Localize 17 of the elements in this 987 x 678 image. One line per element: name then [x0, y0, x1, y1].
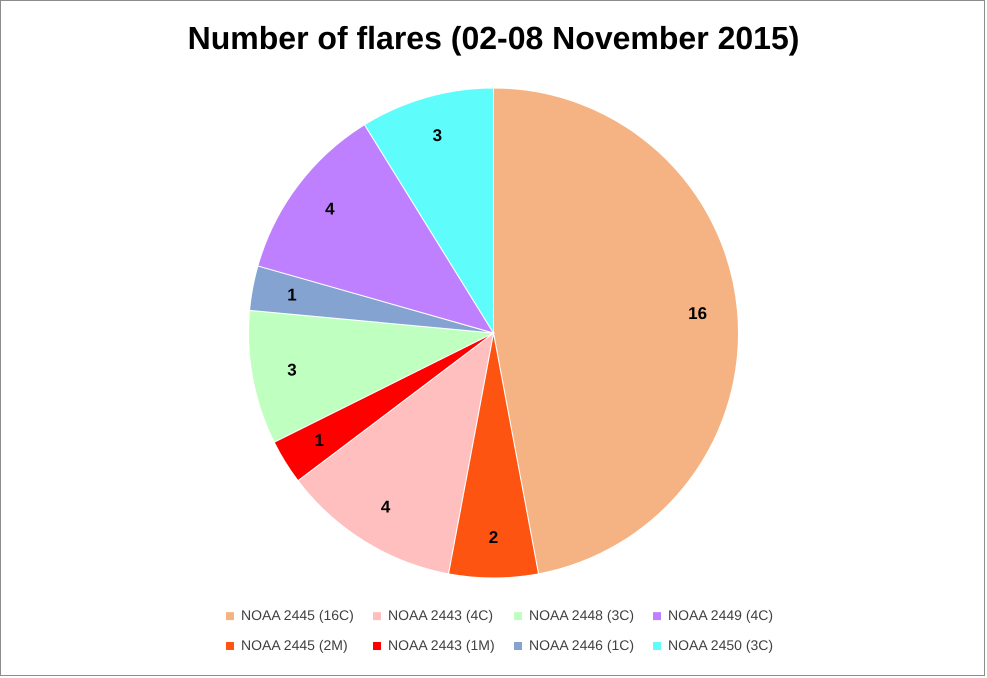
data-label: 2 — [488, 528, 498, 547]
legend-label: NOAA 2448 (3C) — [529, 607, 634, 624]
data-label: 4 — [380, 497, 391, 516]
data-label: 16 — [688, 304, 708, 324]
data-label: 4 — [325, 199, 336, 218]
chart-title: Number of flares (02-08 November 2015) — [188, 20, 800, 56]
legend-label: NOAA 2446 (1C) — [529, 637, 634, 653]
data-label: 1 — [314, 430, 324, 450]
data-label: 1 — [287, 285, 297, 304]
legend-label: NOAA 2445 (16C) — [241, 607, 354, 624]
data-label: 3 — [432, 126, 442, 145]
legend-label: NOAA 2450 (3C) — [668, 637, 774, 653]
legend-label: NOAA 2443 (1M) — [388, 637, 495, 653]
legend-label: NOAA 2445 (2M) — [241, 637, 348, 653]
legend-label: NOAA 2449 (4C) — [668, 607, 774, 624]
data-label: 3 — [287, 360, 297, 380]
legend-label: NOAA 2443 (4C) — [388, 607, 494, 624]
